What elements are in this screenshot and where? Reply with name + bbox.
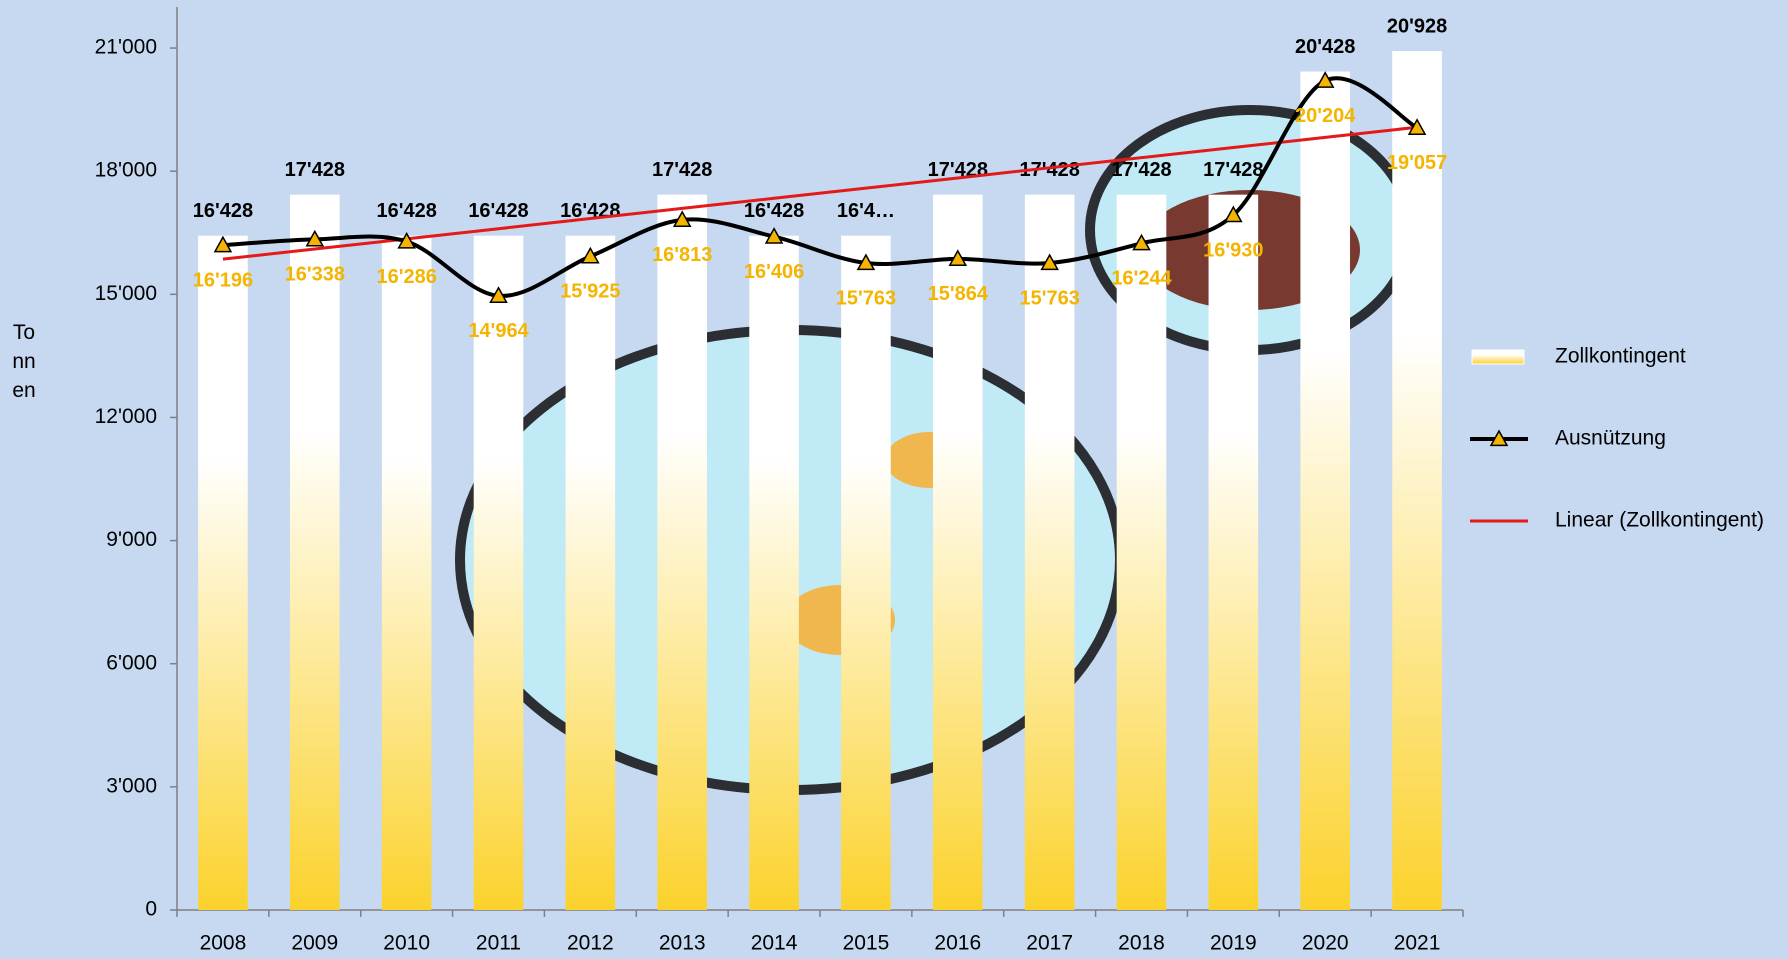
trend-line xyxy=(222,125,1418,261)
bar xyxy=(381,235,432,911)
line-value-label: 16'406 xyxy=(744,261,804,283)
bar-value-label: 17'428 xyxy=(285,159,345,181)
bar xyxy=(749,235,799,911)
x-tick-label: 2009 xyxy=(291,932,338,955)
x-tick-label: 2008 xyxy=(200,932,247,955)
y-tick-label: 15'000 xyxy=(95,282,157,305)
bar-value-label: 16'4… xyxy=(837,200,895,222)
bar xyxy=(1116,194,1167,911)
bar-value-label: 17'428 xyxy=(1203,159,1263,181)
x-tick-label: 2015 xyxy=(843,932,890,955)
y-tick-label: 9'000 xyxy=(106,528,157,551)
y-tick-label: 0 xyxy=(145,898,157,921)
marker xyxy=(1224,205,1243,223)
x-tick-label: 2012 xyxy=(567,932,614,955)
y-tick-label: 12'000 xyxy=(95,405,157,428)
legend-swatch xyxy=(1471,349,1525,365)
line-value-label: 15'925 xyxy=(560,281,620,303)
bar xyxy=(565,235,616,911)
marker xyxy=(1132,233,1151,251)
bar-value-label: 16'428 xyxy=(744,200,804,222)
x-tick-label: 2013 xyxy=(659,932,706,955)
x-tick-label: 2019 xyxy=(1210,932,1257,955)
marker xyxy=(1040,253,1059,271)
marker xyxy=(305,229,325,247)
x-tick-label: 2018 xyxy=(1118,932,1165,955)
x-tick-label: 2011 xyxy=(476,932,521,955)
line-value-label: 15'763 xyxy=(1019,287,1079,309)
line-value-label: 16'930 xyxy=(1203,239,1263,261)
x-tick-label: 2010 xyxy=(383,932,430,955)
marker xyxy=(581,246,600,264)
y-axis-title: Tonnen xyxy=(12,321,36,402)
line-value-label: 19'057 xyxy=(1387,152,1447,174)
line-value-label: 15'763 xyxy=(836,287,896,309)
bar-value-label: 20'428 xyxy=(1295,36,1355,58)
legend-label: Linear (Zollkontingent) xyxy=(1555,509,1764,532)
marker xyxy=(764,227,784,244)
x-tick-label: 2014 xyxy=(751,932,798,955)
bar xyxy=(1300,71,1351,911)
y-tick-label: 6'000 xyxy=(106,651,157,674)
y-tick-label: 18'000 xyxy=(95,159,157,182)
bar-value-label: 16'428 xyxy=(468,200,528,222)
marker xyxy=(1407,118,1427,135)
bar xyxy=(1024,194,1075,911)
line-value-label: 16'286 xyxy=(376,266,436,288)
bar xyxy=(289,194,340,911)
legend-label: Ausnützung xyxy=(1555,427,1666,450)
bar-value-label: 16'428 xyxy=(376,200,436,222)
x-tick-label: 2017 xyxy=(1026,932,1073,955)
bar-value-label: 17'428 xyxy=(652,159,712,181)
bar xyxy=(198,235,248,911)
bar-value-label: 16'428 xyxy=(193,200,253,222)
bar xyxy=(1392,51,1442,910)
y-tick-label: 3'000 xyxy=(106,774,157,797)
line-value-label: 16'244 xyxy=(1111,268,1172,290)
bar-value-label: 17'428 xyxy=(1111,159,1171,181)
bar-value-label: 17'428 xyxy=(1019,159,1079,181)
x-tick-label: 2021 xyxy=(1394,932,1441,955)
bar-value-label: 20'928 xyxy=(1387,15,1447,37)
line-value-label: 20'204 xyxy=(1295,105,1356,127)
bar xyxy=(932,194,983,911)
marker xyxy=(1315,71,1335,88)
marker xyxy=(397,231,416,249)
y-tick-label: 21'000 xyxy=(95,36,157,59)
marker xyxy=(213,235,233,253)
bar xyxy=(657,194,708,911)
marker xyxy=(489,286,508,303)
line-value-label: 16'338 xyxy=(285,264,345,286)
marker xyxy=(856,253,876,271)
legend-marker xyxy=(1489,429,1509,447)
x-tick-label: 2020 xyxy=(1302,932,1349,955)
marker xyxy=(672,210,692,228)
line-value-label: 16'813 xyxy=(652,244,712,266)
bar xyxy=(473,235,524,911)
line-value-label: 14'964 xyxy=(468,320,529,342)
marker xyxy=(948,249,968,267)
legend-label: Zollkontingent xyxy=(1555,345,1686,368)
line-value-label: 16'196 xyxy=(193,270,253,292)
x-tick-label: 2016 xyxy=(934,932,981,955)
bar xyxy=(841,235,891,911)
bar xyxy=(1208,194,1259,911)
line xyxy=(222,76,1419,298)
line-value-label: 15'864 xyxy=(928,283,989,305)
